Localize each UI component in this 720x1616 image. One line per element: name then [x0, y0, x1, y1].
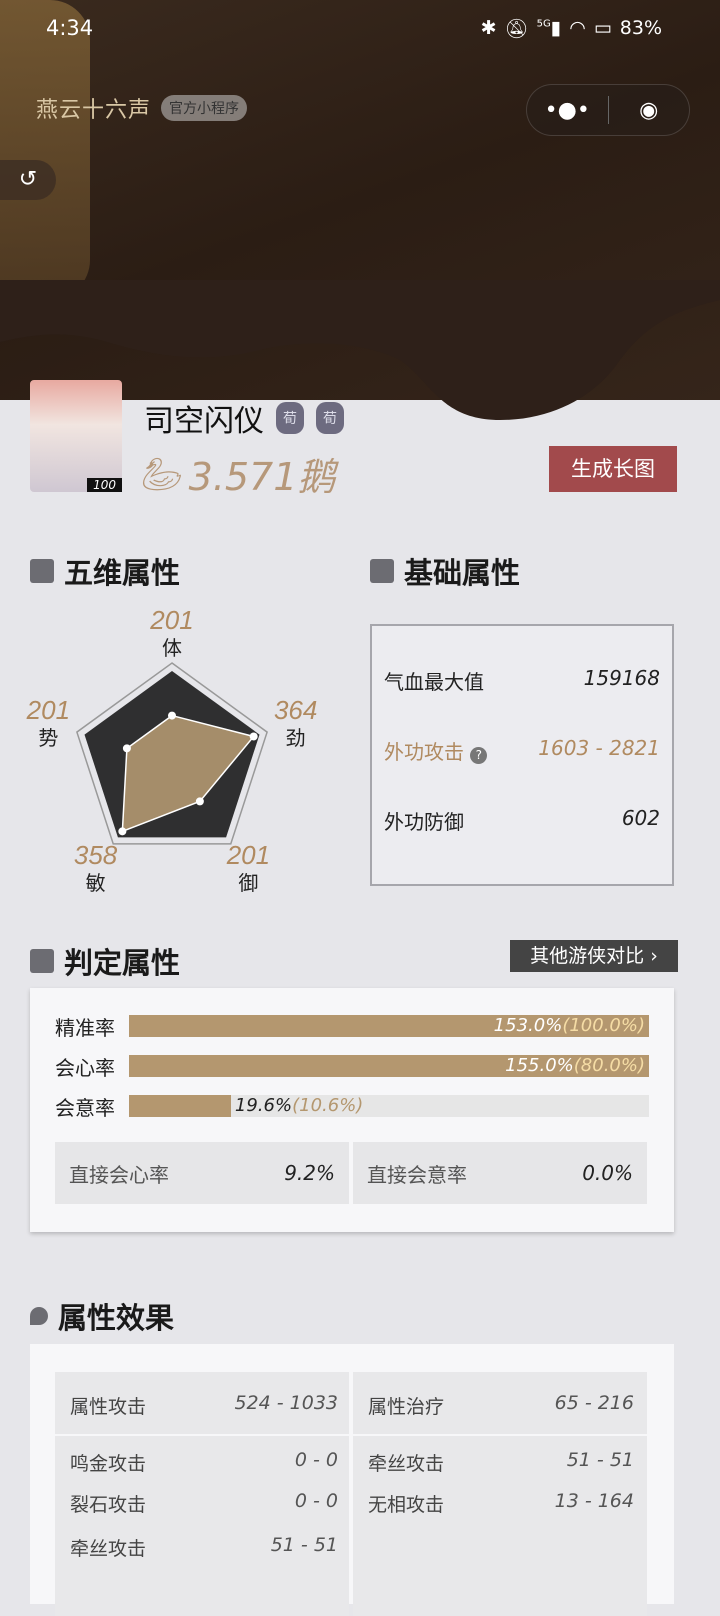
effect-row: 牵丝攻击 51 - 51	[70, 1534, 338, 1560]
judge-bar-fill	[129, 1095, 231, 1117]
stat-value: 1603 - 2821	[538, 736, 660, 760]
ink-wave	[0, 280, 720, 420]
section-title: 基础属性	[404, 556, 521, 590]
radar-value-label: 364	[274, 695, 317, 725]
effect-row: 鸣金攻击 0 - 0	[70, 1449, 338, 1475]
clock: 4:34	[46, 16, 94, 40]
book-icon	[370, 559, 394, 583]
judge-bar-fill	[129, 1055, 649, 1077]
more-dots-icon[interactable]: •●•	[544, 97, 590, 123]
stat-label: 外功防御	[384, 810, 464, 834]
effect-row: 牵丝攻击 51 - 51	[368, 1449, 634, 1475]
judge-label: 会意率	[55, 1095, 115, 1120]
effect-panel: 属性攻击 524 - 1033 鸣金攻击 0 - 0 裂石攻击 0 - 0 牵丝攻击 51 -…	[30, 1344, 674, 1616]
mini-program-capsule: •●• ◉	[526, 84, 690, 136]
judge-value: 19.6%(10.6%)	[234, 1095, 364, 1116]
stat-label: 外功攻击 ?	[384, 736, 488, 765]
book-icon	[30, 949, 54, 973]
stat-value: 159168	[583, 666, 660, 690]
help-icon[interactable]: ?	[470, 747, 488, 764]
stat-row: 外功攻击 ? 1603 - 2821	[384, 736, 660, 765]
figure-icon	[30, 559, 54, 583]
section-title: 判定属性	[64, 946, 181, 980]
judge-row: 精准率 153.0%(100.0%)	[55, 1014, 649, 1040]
mini-program-badge: 官方小程序	[161, 95, 248, 121]
cell-value: 0.0%	[582, 1161, 633, 1185]
radar-point	[168, 711, 176, 720]
radar-data-area	[121, 714, 255, 833]
back-icon[interactable]: ↺	[0, 160, 56, 200]
score: 🦢︎ 3.571鹅	[140, 446, 335, 501]
radar-axis-label: 劲	[286, 726, 306, 750]
seal-badge: 荀	[316, 402, 344, 434]
score-value: 3.571鹅	[188, 455, 336, 499]
bluetooth-icon: ✱	[480, 17, 497, 39]
judge-label: 会心率	[55, 1055, 115, 1080]
radar-value-label: 201	[226, 840, 270, 870]
judge-value: 155.0%(80.0%)	[505, 1055, 645, 1076]
section-basic: 基础属性	[370, 550, 520, 592]
cell-label: 直接会意率	[367, 1162, 467, 1187]
cell-value: 9.2%	[284, 1161, 335, 1185]
radar-axis-label: 敏	[86, 871, 106, 895]
wifi-icon: ◠	[569, 17, 586, 39]
direct-crit-cell: 直接会心率 9.2%	[55, 1142, 349, 1204]
game-logo: 燕云十六声	[36, 98, 152, 123]
judge-bar-track: 153.0%(100.0%)	[129, 1015, 649, 1037]
stat-row: 外功防御 602	[384, 806, 660, 835]
record-icon[interactable]: ◉	[639, 97, 659, 123]
radar-value-label: 358	[74, 840, 118, 870]
section-effect: 属性效果	[30, 1295, 174, 1337]
compare-button[interactable]: 其他游侠对比 ›	[510, 940, 678, 972]
stat-row: 气血最大值 159168	[384, 666, 660, 695]
lantern-glow	[0, 0, 90, 300]
judge-bar-track: 19.6%(10.6%)	[129, 1095, 649, 1117]
cell-label: 直接会心率	[69, 1162, 169, 1187]
radar-point	[118, 827, 127, 836]
section-title: 五维属性	[64, 556, 181, 590]
status-bar: 4:34 ✱ 🔕︎ 5G▮ ◠ ▭ 83%	[46, 16, 662, 40]
radar-point	[195, 797, 204, 806]
battery-level: 83%	[619, 17, 662, 39]
goose-icon: 🦢︎	[140, 454, 181, 493]
radar-point	[249, 732, 258, 741]
radar-axis-label: 体	[162, 636, 182, 660]
player-name-row: 司空闪仪荀荀	[144, 396, 344, 440]
radar-point	[122, 744, 131, 753]
mute-icon: 🔕︎	[504, 17, 529, 40]
direct-insight-cell: 直接会意率 0.0%	[353, 1142, 647, 1204]
judge-bar-track: 155.0%(80.0%)	[129, 1055, 649, 1077]
section-title: 属性效果	[58, 1301, 175, 1335]
effect-row: 无相攻击 13 - 164	[368, 1490, 634, 1516]
signal-icon: 5G▮	[536, 17, 562, 39]
judge-panel: 直接会心率 9.2% 直接会意率 0.0% 精准率 153.0%(100.0%) 会心率…	[30, 988, 674, 1232]
stat-label: 气血最大值	[384, 670, 484, 694]
judge-row: 会心率 155.0%(80.0%)	[55, 1054, 649, 1080]
section-judge: 判定属性	[30, 940, 180, 982]
radar-axis-label: 御	[238, 871, 258, 895]
radar-axis-label: 势	[38, 726, 58, 750]
level-badge: 100	[87, 478, 122, 492]
radar-value-label: 201	[149, 605, 193, 635]
effect-row: 属性攻击 524 - 1033	[70, 1392, 338, 1418]
battery-icon: ▭	[593, 17, 612, 39]
judge-label: 精准率	[55, 1015, 115, 1040]
brand: 燕云十六声 官方小程序	[36, 92, 248, 124]
judge-row: 会意率 19.6%(10.6%)	[55, 1094, 649, 1120]
judge-bar-fill	[129, 1015, 649, 1037]
generate-image-button[interactable]: 生成长图	[549, 446, 677, 492]
player-name: 司空闪仪	[144, 404, 264, 439]
section-five-dim: 五维属性	[30, 550, 180, 592]
leaf-icon	[30, 1307, 48, 1325]
seal-badge: 荀	[276, 402, 304, 434]
basic-stats-panel: 气血最大值 159168 外功攻击 ? 1603 - 2821 外功防御 602	[370, 624, 674, 886]
judge-value: 153.0%(100.0%)	[493, 1015, 645, 1036]
stat-value: 602	[621, 806, 660, 830]
radar-outer-ring	[76, 662, 268, 845]
effect-row: 裂石攻击 0 - 0	[70, 1490, 338, 1516]
effect-row: 属性治疗 65 - 216	[368, 1392, 634, 1418]
avatar: 100	[30, 380, 122, 492]
radar-value-label: 201	[26, 695, 70, 725]
